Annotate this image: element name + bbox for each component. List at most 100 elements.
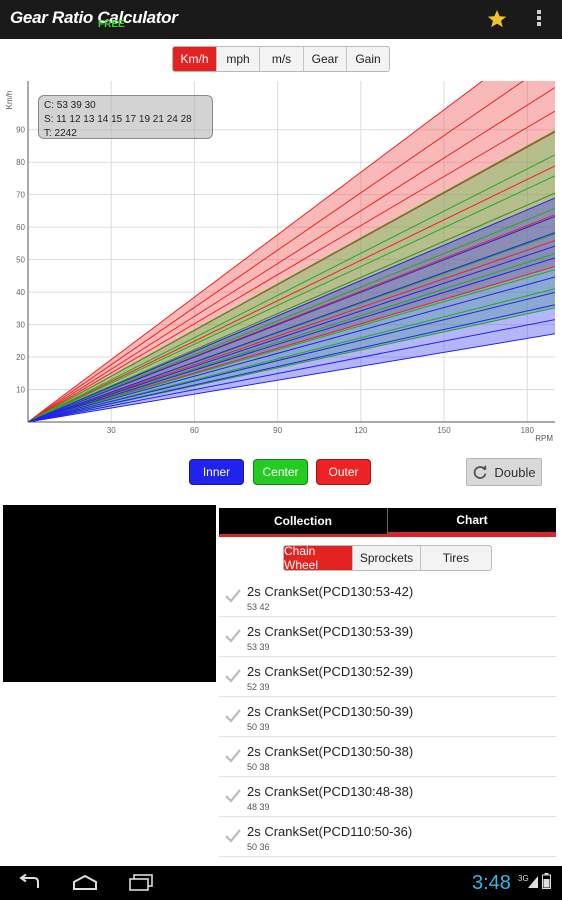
x-axis-label: RPM [535, 434, 553, 443]
y-tick-label: 90 [16, 126, 25, 135]
speed-chart[interactable]: 30 60 90 120 150 180 10 20 30 40 50 60 70 80 90 RPM Km/h [0, 78, 562, 448]
y-tick-label: 10 [16, 386, 25, 395]
series-line [28, 304, 555, 422]
series-line [28, 130, 555, 422]
signal-icon [528, 876, 538, 888]
crankset-title: 2s CrankSet(PCD110:50-36) [247, 824, 413, 839]
y-tick-label: 40 [16, 288, 25, 297]
crankset-title: 2s CrankSet(PCD130:53-39) [247, 624, 414, 639]
crankset-title: 2s CrankSet(PCD130:50-38) [247, 744, 414, 759]
double-label: Double [494, 464, 536, 480]
series-line [28, 110, 555, 422]
series-line [28, 81, 484, 422]
crankset-teeth: 53 39 [247, 642, 270, 652]
crankset-title: 2s CrankSet(PCD130:50-39) [247, 704, 414, 719]
x-tick-label: 30 [107, 426, 116, 435]
unit-kmh-button[interactable]: Km/h [173, 47, 217, 71]
crankset-teeth: 53 42 [247, 602, 270, 612]
outer-button[interactable]: Outer [316, 459, 371, 485]
crankset-item[interactable]: 2s CrankSet(PCD130:48-38) 48 39 [219, 777, 556, 817]
free-badge: FREE [98, 19, 125, 30]
unit-gain-button[interactable]: Gain [355, 52, 381, 66]
y-tick-label: 50 [16, 256, 25, 265]
check-icon [225, 589, 241, 603]
series-line [28, 319, 555, 422]
check-icon [225, 669, 241, 683]
crankset-teeth: 50 36 [247, 842, 270, 852]
crankset-item[interactable]: 2s CrankSet(PCD130:53-39) 53 39 [219, 617, 556, 657]
refresh-icon [474, 465, 487, 479]
series-line [28, 232, 555, 422]
check-icon [225, 709, 241, 723]
crankset-item[interactable]: 2s CrankSet(PCD130:53-42) 53 42 [219, 577, 556, 617]
crankset-item[interactable]: 2s CrankSet(PCD130:50-39) 50 39 [219, 697, 556, 737]
x-tick-label: 150 [437, 426, 451, 435]
band-outer [28, 81, 555, 422]
overflow-menu-icon[interactable] [535, 10, 543, 30]
ad-banner[interactable] [3, 505, 216, 682]
series-line [28, 333, 555, 422]
network-type: 3G [518, 874, 529, 883]
home-icon[interactable] [71, 874, 99, 892]
series-line [28, 192, 555, 422]
chain-wheel-button[interactable]: Chain Wheel [284, 546, 354, 570]
series-line [28, 216, 555, 422]
tab-collection[interactable]: Collection [219, 508, 388, 534]
recent-apps-icon[interactable] [128, 874, 154, 892]
tab-bar: Collection Chart [219, 508, 556, 537]
series-line [28, 81, 525, 422]
series-line [28, 276, 555, 422]
inner-button[interactable]: Inner [189, 459, 244, 485]
crankset-item[interactable]: 2s CrankSet(PCD130:52-39) 52 39 [219, 657, 556, 697]
unit-ms-button[interactable]: m/s [260, 47, 304, 71]
check-icon [225, 789, 241, 803]
series-line [28, 208, 555, 422]
y-tick-label: 60 [16, 223, 25, 232]
status-clock: 3:48 [472, 872, 511, 894]
series-line [28, 307, 555, 422]
star-icon[interactable] [487, 9, 507, 29]
unit-mph-button[interactable]: mph [217, 47, 260, 71]
check-icon [225, 829, 241, 843]
x-tick-label: 90 [273, 426, 282, 435]
y-axis-label: Km/h [5, 91, 14, 110]
unit-gear-button[interactable]: Gear [304, 47, 347, 71]
component-selector: Chain Wheel Sprockets Tires [283, 545, 492, 571]
crankset-title: 2s CrankSet(PCD130:52-39) [247, 664, 414, 679]
tires-button[interactable]: Tires [442, 551, 469, 565]
y-tick-label: 80 [16, 158, 25, 167]
x-tick-label: 120 [354, 426, 368, 435]
x-tick-label: 180 [521, 426, 535, 435]
series-line [28, 269, 555, 422]
tab-chart[interactable]: Chart [388, 508, 556, 534]
series-line [28, 257, 555, 422]
series-line [28, 240, 555, 422]
series-line [28, 197, 555, 422]
series-line [28, 165, 555, 422]
app-title: Gear Ratio Calculator [10, 8, 178, 27]
crankset-item[interactable]: 2s CrankSet(PCD110:50-36) 50 36 [219, 817, 556, 857]
center-button[interactable]: Center [253, 459, 308, 485]
series-line [28, 175, 555, 422]
crankset-teeth: 50 38 [247, 762, 270, 772]
crankset-item[interactable]: 2s CrankSet(PCD130:50-38) 50 38 [219, 737, 556, 777]
y-tick-label: 70 [16, 191, 25, 200]
y-tick-label: 30 [16, 321, 25, 330]
y-tick-label: 20 [16, 353, 25, 362]
double-button[interactable]: Double [466, 458, 542, 486]
crankset-list: 2s CrankSet(PCD130:53-42) 53 42 2s CrankSe… [219, 577, 556, 857]
x-tick-label: 60 [190, 426, 199, 435]
action-bar: Gear Ratio Calculator FREE [0, 0, 562, 39]
crankset-teeth: 48 39 [247, 802, 270, 812]
crankset-teeth: 50 39 [247, 722, 270, 732]
sprockets-button[interactable]: Sprockets [353, 546, 421, 570]
units-selector: Km/h mph m/s Gear Gain [172, 46, 390, 72]
series-line [28, 245, 555, 422]
check-icon [225, 749, 241, 763]
info-tire: T: 2242 [44, 128, 77, 139]
series-line [28, 253, 555, 422]
back-icon[interactable] [16, 874, 42, 892]
series-line [28, 87, 555, 422]
series-line [28, 291, 555, 422]
series-line [28, 154, 555, 422]
